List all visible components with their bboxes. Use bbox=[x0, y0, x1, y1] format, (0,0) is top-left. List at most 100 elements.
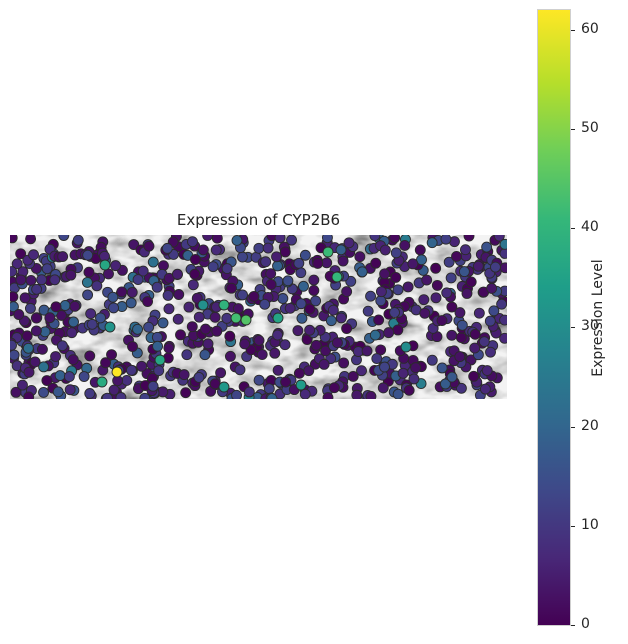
cell-point bbox=[392, 324, 404, 336]
colorbar-tick-mark bbox=[571, 29, 575, 31]
cell-point bbox=[163, 303, 175, 315]
cell-point bbox=[481, 241, 493, 253]
cell-point bbox=[121, 374, 133, 386]
cell-point bbox=[499, 262, 507, 274]
cell-point bbox=[490, 261, 501, 273]
cell-point bbox=[375, 295, 387, 307]
cell-point bbox=[369, 329, 381, 341]
cell-point bbox=[469, 342, 481, 354]
cell-point bbox=[15, 274, 27, 286]
cell-point bbox=[82, 249, 94, 261]
cell-point bbox=[356, 365, 367, 377]
cell-point bbox=[303, 365, 315, 377]
cell-point bbox=[253, 335, 265, 346]
cell-point bbox=[24, 302, 36, 314]
chart-title: Expression of CYP2B6 bbox=[176, 211, 341, 229]
cell-point bbox=[436, 362, 448, 374]
cell-point bbox=[161, 242, 173, 254]
cell-point bbox=[493, 235, 505, 242]
cell-point bbox=[36, 343, 48, 355]
cell-point bbox=[295, 298, 307, 310]
cell-point bbox=[65, 269, 77, 281]
cell-point bbox=[127, 341, 138, 352]
cell-point bbox=[416, 254, 427, 266]
cell-point bbox=[147, 256, 159, 268]
colorbar-tick-label: 40 bbox=[581, 219, 599, 236]
cell-point bbox=[197, 244, 209, 256]
cell-point bbox=[445, 272, 457, 284]
cell-point bbox=[259, 298, 271, 310]
cell-point bbox=[274, 235, 286, 244]
cell-point bbox=[365, 290, 377, 302]
cell-point bbox=[31, 283, 43, 295]
colorbar-tick-label: 50 bbox=[581, 120, 599, 137]
colorbar-tick-mark bbox=[571, 525, 575, 527]
cell-point bbox=[375, 286, 387, 298]
cell-point bbox=[473, 307, 485, 319]
cell-point bbox=[139, 392, 151, 399]
high-expression-point bbox=[104, 321, 116, 333]
high-expression-point bbox=[230, 312, 242, 324]
cell-point bbox=[269, 347, 281, 359]
cell-point bbox=[407, 258, 419, 270]
cell-point bbox=[72, 235, 84, 246]
cell-point bbox=[180, 387, 192, 399]
cell-point bbox=[299, 249, 311, 261]
cell-point bbox=[10, 266, 18, 278]
cell-point bbox=[312, 257, 324, 269]
cell-point bbox=[64, 384, 76, 396]
cell-point bbox=[308, 274, 320, 286]
cell-point bbox=[351, 389, 363, 399]
cell-point bbox=[231, 389, 243, 399]
high-expression-point bbox=[400, 341, 412, 353]
cell-point bbox=[210, 244, 222, 256]
cell-point bbox=[83, 266, 95, 278]
cell-point bbox=[153, 365, 165, 377]
cell-point bbox=[248, 290, 260, 302]
cell-point bbox=[11, 258, 23, 270]
cell-point bbox=[57, 251, 69, 263]
cell-point bbox=[446, 301, 458, 313]
cell-point bbox=[399, 239, 411, 251]
cell-point bbox=[426, 237, 438, 249]
cell-point bbox=[496, 298, 507, 310]
cell-point bbox=[41, 263, 53, 275]
cell-point bbox=[108, 302, 120, 314]
cell-point bbox=[100, 357, 112, 369]
cell-point bbox=[209, 311, 221, 323]
cell-point bbox=[365, 390, 377, 399]
cell-point bbox=[237, 289, 248, 301]
cell-point bbox=[91, 280, 103, 292]
cell-point bbox=[17, 379, 28, 391]
high-expression-point bbox=[111, 366, 123, 378]
colorbar-tick-mark bbox=[571, 129, 575, 131]
cell-point bbox=[15, 248, 27, 260]
cell-point bbox=[211, 235, 223, 244]
cell-point bbox=[461, 288, 473, 299]
cell-point bbox=[479, 383, 491, 395]
cell-point bbox=[239, 338, 251, 350]
cell-point bbox=[211, 325, 223, 337]
cell-point bbox=[321, 257, 333, 269]
cell-point bbox=[221, 312, 233, 324]
cell-point bbox=[231, 235, 243, 246]
cell-point bbox=[296, 312, 308, 324]
cell-point bbox=[152, 340, 164, 352]
cell-point bbox=[67, 354, 79, 366]
cell-point bbox=[282, 275, 294, 287]
cell-point bbox=[68, 316, 79, 328]
cell-point bbox=[181, 349, 193, 361]
cell-point bbox=[110, 260, 122, 272]
cell-point bbox=[172, 268, 183, 280]
cell-point bbox=[458, 266, 470, 278]
cell-point bbox=[234, 364, 246, 376]
cell-point bbox=[58, 235, 70, 241]
cell-point bbox=[371, 353, 383, 365]
cell-point bbox=[95, 312, 106, 324]
cell-point bbox=[28, 249, 39, 261]
cell-point bbox=[320, 345, 331, 357]
cell-point bbox=[115, 392, 127, 399]
high-expression-point bbox=[295, 379, 307, 391]
cell-point bbox=[431, 279, 443, 291]
cell-point bbox=[293, 257, 305, 269]
